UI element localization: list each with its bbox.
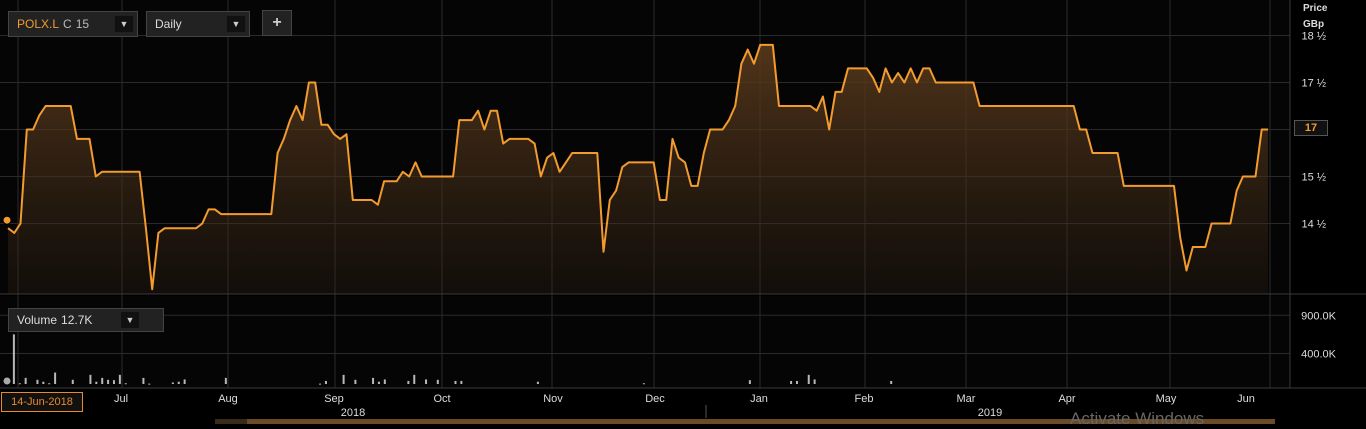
volume-bar [425, 379, 428, 384]
volume-bar [177, 381, 180, 384]
symbol-selector[interactable]: POLX.L C 15 ▼ [8, 11, 138, 37]
volume-bar [413, 374, 416, 384]
volume-panel [0, 296, 1290, 388]
month-label: Oct [433, 393, 450, 405]
volume-bar [171, 382, 174, 384]
close-value: 15 [75, 17, 90, 31]
year-label: 2018 [341, 407, 365, 419]
volume-bar [24, 377, 27, 384]
volume-bar [224, 377, 227, 384]
volume-bar [324, 380, 327, 384]
volume-bar [319, 383, 322, 385]
volume-value: 12.7K [61, 313, 93, 327]
volume-bar [342, 374, 345, 384]
volume-bar [795, 380, 798, 384]
price-series-line [7, 43, 1268, 291]
volume-bar [460, 380, 463, 384]
scrollbar-thumb[interactable] [247, 419, 1275, 424]
price-tick-label: 18 ½ [1302, 31, 1326, 43]
month-label: Apr [1058, 393, 1075, 405]
volume-bar [790, 380, 793, 384]
volume-bar [71, 379, 74, 384]
month-label: Jul [114, 393, 128, 405]
watermark-text: Activate Windows [1070, 409, 1205, 428]
volume-bar [377, 381, 380, 384]
month-label: Nov [543, 393, 563, 405]
volume-bar [454, 380, 457, 384]
volume-bar [813, 379, 816, 384]
volume-bar [536, 381, 539, 384]
symbol-label: POLX.L [17, 17, 60, 31]
price-tick-label: 17 ½ [1302, 78, 1326, 90]
volume-bar [748, 380, 751, 384]
volume-bar [18, 383, 21, 385]
start-date-label[interactable]: 14-Jun-2018 [1, 392, 83, 412]
add-indicator-button[interactable]: + [262, 10, 292, 36]
volume-bar [95, 381, 98, 384]
volume-label: Volume [17, 313, 58, 327]
month-label: Jun [1237, 393, 1255, 405]
chevron-down-icon[interactable]: ▼ [121, 312, 139, 328]
volume-bar [383, 379, 386, 384]
volume-bar [48, 383, 51, 385]
volume-start-marker [2, 376, 12, 386]
price-tick-label: 15 ½ [1302, 172, 1326, 184]
volume-bar [118, 374, 121, 384]
close-label: C [63, 17, 72, 31]
chevron-down-icon[interactable]: ▼ [115, 16, 133, 32]
start-marker [2, 215, 12, 225]
month-label: May [1156, 393, 1177, 405]
volume-bar [12, 334, 15, 384]
plus-icon: + [272, 14, 282, 31]
last-price-tag: 17 [1294, 120, 1328, 136]
volume-bar [354, 379, 357, 384]
volume-bar [148, 383, 151, 385]
volume-bar [101, 377, 104, 384]
volume-bar [89, 374, 92, 384]
volume-tick-label: 900.0K [1301, 310, 1337, 322]
month-label: Jan [750, 393, 768, 405]
volume-bar [42, 381, 45, 384]
volume-bar [807, 374, 810, 384]
month-label: Dec [645, 393, 665, 405]
month-label: Sep [324, 393, 344, 405]
volume-bar [142, 377, 145, 384]
month-label: Aug [218, 393, 238, 405]
price-axis-unit: GBp [1303, 19, 1325, 30]
price-area-fill [8, 44, 1268, 295]
period-label: Daily [155, 17, 182, 31]
month-label: Feb [855, 393, 874, 405]
volume-bar [112, 380, 115, 384]
volume-bar [54, 372, 57, 384]
month-label: Mar [957, 393, 976, 405]
volume-bar [124, 383, 127, 385]
price-axis-title: Price [1303, 3, 1328, 14]
chevron-down-icon[interactable]: ▼ [227, 16, 245, 32]
volume-bar [890, 380, 893, 384]
time-scrollbar[interactable] [215, 419, 1275, 424]
volume-bar [183, 379, 186, 384]
volume-bar [372, 377, 375, 384]
volume-bar [642, 383, 645, 385]
volume-selector[interactable]: Volume 12.7K ▼ [8, 308, 164, 332]
period-selector[interactable]: Daily ▼ [146, 11, 250, 37]
volume-bar [107, 379, 110, 384]
price-tick-label: 14 ½ [1302, 219, 1326, 231]
volume-bar [36, 379, 39, 384]
volume-bar [436, 379, 439, 384]
year-label: 2019 [978, 407, 1002, 419]
volume-tick-label: 400.0K [1301, 348, 1337, 360]
volume-bar [407, 380, 410, 384]
